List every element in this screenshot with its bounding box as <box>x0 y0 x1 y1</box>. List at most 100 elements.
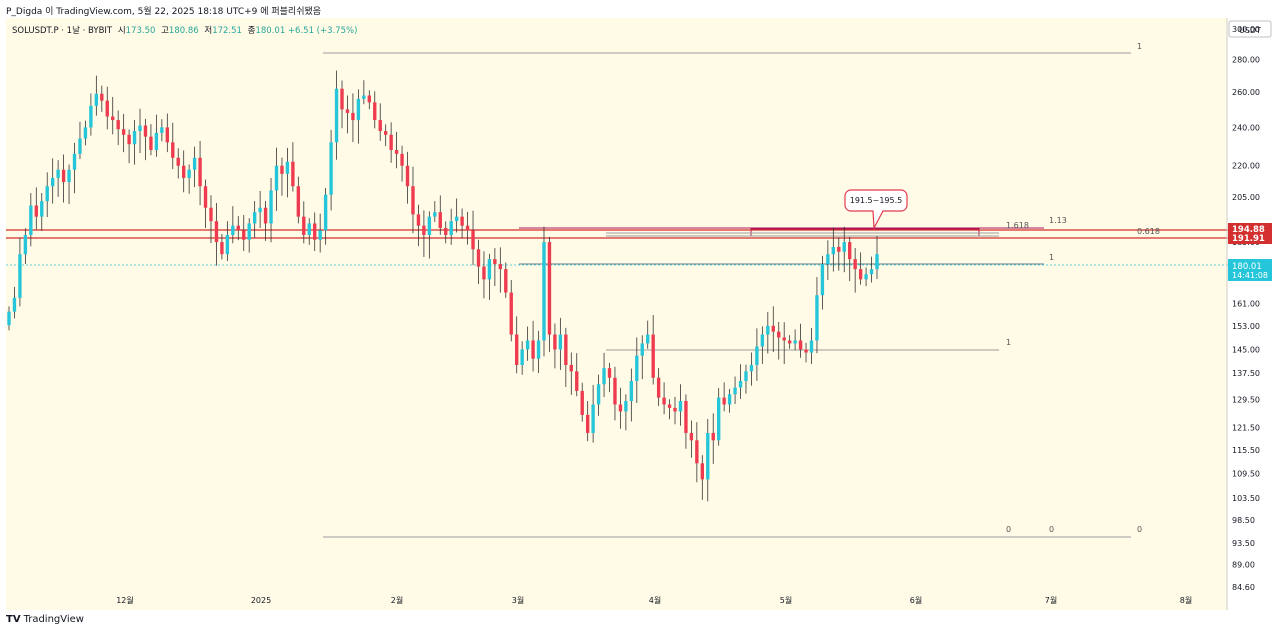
candle-body <box>258 207 262 213</box>
annotation-callout[interactable]: 191.5~195.5 <box>844 189 908 231</box>
candle-body <box>520 349 524 365</box>
candle-body <box>564 334 568 365</box>
candle-body <box>329 142 333 195</box>
y-tick-label: 137.50 <box>1232 369 1260 378</box>
candle-body <box>307 223 311 236</box>
candle-body <box>509 292 513 335</box>
candle-body <box>18 254 22 298</box>
candle-body <box>716 397 721 441</box>
candle-body <box>154 132 159 150</box>
candle-body <box>302 216 306 236</box>
candle-body <box>727 394 732 405</box>
candle-body <box>56 169 60 178</box>
candle-body <box>373 102 377 121</box>
candle-body <box>558 334 563 350</box>
candle-body <box>231 225 235 236</box>
candle-body <box>362 95 366 99</box>
candle-body <box>454 216 459 222</box>
candle-body <box>160 127 164 133</box>
candle-body <box>662 397 666 405</box>
footer-brand[interactable]: TV TradingView <box>6 614 84 625</box>
symbol-info-line: SOLUSDT.P · 1날 · BYBIT 시173.50 고180.86 저… <box>12 24 357 36</box>
candle-body <box>711 432 715 441</box>
candle-body <box>351 112 355 121</box>
fib-label-zero-a: 0 <box>1006 525 1011 534</box>
candle-body <box>29 205 33 236</box>
candle-body <box>651 334 655 378</box>
candle-body <box>23 235 28 255</box>
candle-body <box>515 334 519 365</box>
candle-body <box>111 116 115 121</box>
candle-body <box>471 230 475 250</box>
candle-body <box>225 235 230 255</box>
x-tick-label: 12월 <box>116 595 134 605</box>
candle-body <box>646 334 650 344</box>
candle-body <box>777 331 781 338</box>
candle-body <box>127 134 131 145</box>
price-axis[interactable]: USDT 300.00 280.00 260.00 240.00 220.00 205.0… <box>1228 18 1274 610</box>
candle-body <box>831 246 836 255</box>
candle-body <box>94 93 99 106</box>
candle-body <box>624 401 628 412</box>
x-tick-label: 5월 <box>780 595 792 605</box>
candle-body <box>629 380 634 402</box>
level-badge-191-text: 191.91 <box>1232 234 1265 244</box>
candle-body <box>591 404 595 433</box>
candle-body <box>618 404 623 412</box>
candlestick-chart[interactable]: 191.5~195.5 1 1.618 1.13 0.618 1 1 0 0 0… <box>6 18 1228 610</box>
candle-body <box>656 377 661 398</box>
candle-body <box>209 207 213 222</box>
candle-body <box>433 212 437 217</box>
candle-body <box>242 230 246 240</box>
candle-body <box>438 212 442 229</box>
candle-body <box>460 216 464 226</box>
tradingview-logo-icon: TV <box>6 614 21 625</box>
candle-body <box>804 349 808 353</box>
candle-body <box>340 88 344 110</box>
fib-label-113: 1.13 <box>1049 216 1067 225</box>
candle-body <box>809 340 814 353</box>
candle-body <box>334 88 339 143</box>
candle-body <box>853 259 857 270</box>
candle-body <box>536 340 541 359</box>
candle-body <box>269 190 273 224</box>
candle-body <box>706 432 710 480</box>
candle-body <box>50 177 55 187</box>
candle-body <box>793 340 797 344</box>
candle-body <box>40 201 44 217</box>
candle-body <box>138 125 142 132</box>
candle-body <box>132 131 137 145</box>
y-tick-label: 260.00 <box>1232 88 1260 97</box>
fib-label-zero-c: 0 <box>1137 525 1142 534</box>
candle-body <box>837 246 841 252</box>
candle-body <box>449 221 453 236</box>
fib-label-0618: 0.618 <box>1137 227 1160 236</box>
symbol-name[interactable]: SOLUSDT.P · 1날 · BYBIT <box>12 26 113 36</box>
chart-plot-area[interactable]: 191.5~195.5 1 1.618 1.13 0.618 1 1 0 0 0… <box>6 18 1228 610</box>
y-tick-label: 89.00 <box>1232 561 1255 570</box>
y-tick-label: 153.00 <box>1232 322 1260 331</box>
candle-body <box>744 371 748 381</box>
fib-label-zero-b: 0 <box>1049 525 1054 534</box>
candle-body <box>547 242 552 335</box>
chart-attribution: P_Digda 이 TradingView.com, 5월 22, 2025 1… <box>6 7 322 17</box>
candle-body <box>749 364 754 372</box>
candle-body <box>787 340 792 344</box>
candle-body <box>143 125 148 137</box>
open-label: 시 <box>117 26 126 36</box>
candle-body <box>247 223 251 240</box>
candle-body <box>176 157 180 166</box>
candle-body <box>263 207 268 224</box>
y-tick-label: 109.50 <box>1232 469 1260 478</box>
y-tick-label: 205.00 <box>1232 193 1260 202</box>
x-tick-label: 4월 <box>649 595 661 605</box>
low-label: 저 <box>204 26 213 36</box>
candle-body <box>766 325 770 335</box>
level-badge-191 <box>1228 232 1272 244</box>
candle-body <box>121 129 126 135</box>
y-tick-label: 98.50 <box>1232 516 1255 525</box>
candle-body <box>820 264 825 296</box>
candle-body <box>482 266 486 280</box>
countdown-text: 14:41:08 <box>1232 271 1268 280</box>
candle-body <box>203 186 208 208</box>
